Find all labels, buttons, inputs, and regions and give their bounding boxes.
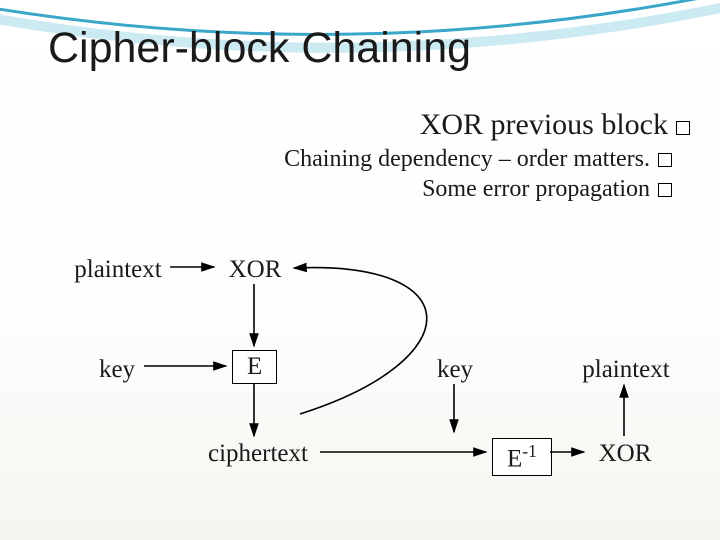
bullet-3: Some error propagation: [422, 176, 672, 203]
bullet-marker: [658, 153, 672, 167]
bullet-1: XOR previous block: [420, 108, 690, 142]
node-xor-dec: XOR: [590, 440, 660, 468]
bullet-2: Chaining dependency – order matters.: [284, 146, 672, 173]
node-key-enc: key: [92, 356, 142, 384]
node-E-box: E: [232, 350, 277, 384]
node-Einv: E-1: [492, 438, 552, 476]
node-ciphertext: ciphertext: [198, 440, 318, 468]
node-plaintext-in: plaintext: [68, 256, 168, 284]
slide-title: Cipher-block Chaining: [48, 24, 471, 73]
bullet-marker: [658, 183, 672, 197]
bullet-2-text: Chaining dependency – order matters.: [284, 146, 650, 172]
arrow-ciphertext-feedback: [294, 268, 427, 414]
bullet-3-text: Some error propagation: [422, 176, 650, 202]
bullet-marker: [676, 121, 690, 135]
node-plaintext-out: plaintext: [576, 356, 676, 384]
node-Einv-box: E-1: [492, 438, 552, 476]
node-E: E: [232, 350, 277, 384]
node-xor: XOR: [220, 256, 290, 284]
node-key-dec: key: [430, 356, 480, 384]
bullet-1-text: XOR previous block: [420, 108, 668, 141]
